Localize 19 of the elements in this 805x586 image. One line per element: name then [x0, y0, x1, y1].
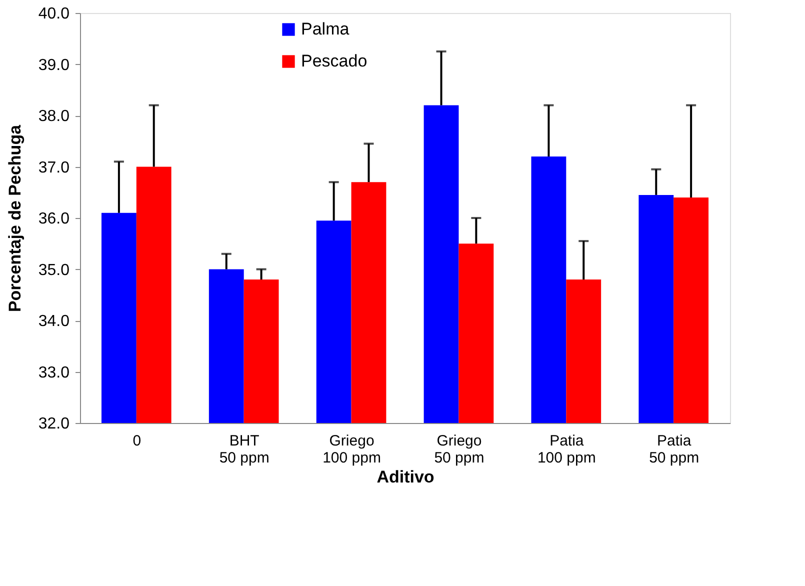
x-axis-title: Aditivo [376, 468, 434, 486]
x-tick-label: Patia 50 ppm [649, 432, 700, 466]
legend-label: Pescado [301, 52, 368, 70]
x-tick-label: BHT 50 ppm [219, 432, 270, 466]
y-tick-label: 32.0 [38, 416, 70, 432]
legend-label: Palma [301, 20, 350, 38]
y-tick-label: 36.0 [38, 210, 70, 228]
y-tick-label: 34.0 [38, 313, 70, 330]
y-tick-label: 33.0 [38, 364, 70, 382]
y-tick-label: 38.0 [38, 108, 70, 125]
y-tick-label: 39.0 [38, 56, 70, 74]
y-tick-label: 40.0 [38, 6, 70, 22]
x-tick-label: 0 [132, 432, 142, 450]
x-tick-label: Patia 100 ppm [537, 432, 596, 466]
x-tick-label: Griego 100 ppm [322, 432, 381, 466]
y-axis-title: Porcentaje de Pechuga [5, 124, 24, 312]
x-tick-label: Griego 50 ppm [434, 432, 484, 466]
y-tick-label: 37.0 [38, 159, 70, 176]
y-tick-label: 35.0 [38, 262, 70, 279]
